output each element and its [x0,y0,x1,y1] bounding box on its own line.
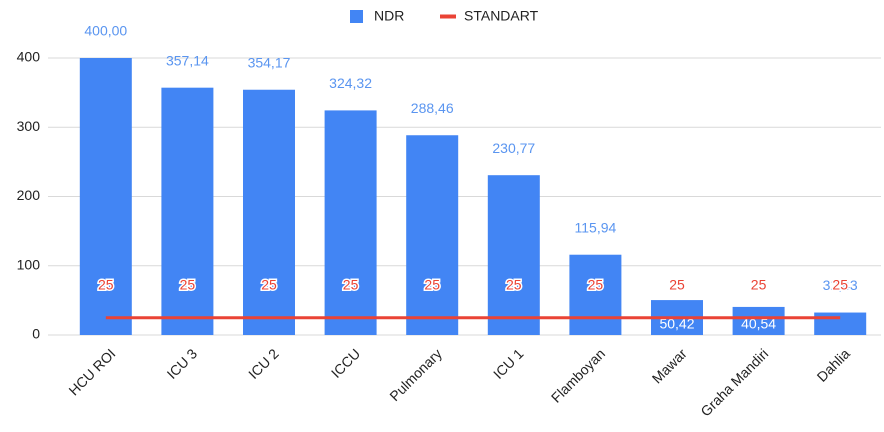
line-value-label: 25 [180,276,196,292]
bar [243,89,295,335]
bar-value-label: 357,14 [166,52,209,68]
bar-value-label: 354,17 [248,54,291,70]
bar [569,254,622,335]
x-tick-label: ICCU [328,345,364,381]
bar [487,175,540,335]
line-value-label: 25 [588,276,604,292]
bar-value-label: 32,43 [823,277,858,293]
x-tick-label: ICU 2 [245,345,282,382]
x-tick-label: ICU 3 [164,345,201,382]
legend-swatch [440,14,456,19]
y-tick-label: 100 [17,256,41,272]
bar [324,110,377,335]
line-value-label: 25 [261,276,277,292]
bar-value-label: 50,42 [659,316,694,332]
x-tick-label: Graha Mandiri [697,345,771,419]
legend-label: NDR [374,8,404,24]
legend-swatch [350,10,363,23]
y-tick-label: 0 [32,326,40,342]
x-tick-label: Pulmonary [386,345,445,404]
bar-value-label: 400,00 [84,23,127,39]
bar-value-label: 324,32 [329,75,372,91]
bar [732,306,785,335]
x-tick-label: Flamboyan [548,345,608,405]
line-value-label: 25 [751,276,767,292]
x-tick-label: Dahlia [814,345,854,385]
x-tick-label: HCU ROI [65,345,118,398]
legend-label: STANDART [464,8,539,24]
bar [161,87,214,336]
y-tick-label: 200 [17,187,41,203]
line-value-label: 25 [343,276,359,292]
line-value-label: 25 [832,276,848,292]
line-value-label: 25 [98,276,114,292]
line-value-label: 25 [506,276,522,292]
bar-value-label: 288,46 [411,100,454,116]
x-tick-label: ICU 1 [490,345,527,382]
bar [406,135,459,335]
bar-value-label: 115,94 [575,219,617,235]
bar-value-label: 40,54 [741,316,776,332]
line-value-label: 25 [669,276,685,292]
line-value-label: 25 [424,276,440,292]
bar-value-label: 230,77 [492,140,535,156]
y-tick-label: 400 [17,49,41,65]
y-tick-label: 300 [17,118,41,134]
bar [79,58,132,335]
bar [814,312,867,335]
x-tick-label: Mawar [649,345,690,386]
